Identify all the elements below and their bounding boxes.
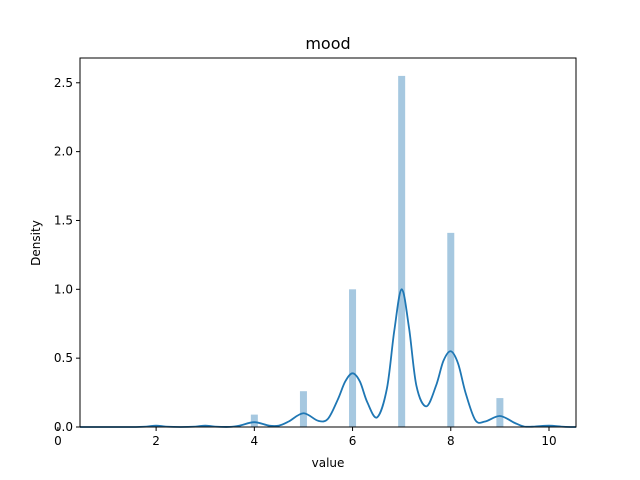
x-tick-label: 6 <box>349 434 357 448</box>
plot-frame <box>79 57 577 428</box>
histogram-bar <box>496 398 504 427</box>
chart-title: mood <box>305 34 350 53</box>
histogram-bar <box>250 414 258 427</box>
y-axis-label: Density <box>29 220 43 266</box>
x-tick-label: 0 <box>54 434 62 448</box>
y-tick-label: 1.5 <box>54 213 73 227</box>
histogram-bar <box>349 289 357 427</box>
y-tick-label: 0.0 <box>54 420 73 434</box>
x-tick-label: 10 <box>541 434 556 448</box>
x-axis-label: value <box>312 456 345 470</box>
histogram-bars <box>152 75 553 427</box>
x-tick-label: 2 <box>152 434 160 448</box>
histogram-bar <box>299 391 307 427</box>
y-tick-label: 2.0 <box>54 145 73 159</box>
y-tick-label: 2.5 <box>54 76 73 90</box>
x-axis-ticks: 0 2 4 6 8 10 <box>54 427 557 448</box>
x-tick-label: 8 <box>447 434 455 448</box>
histogram-bar <box>447 232 455 427</box>
kde-line <box>80 288 577 428</box>
histogram-bar <box>398 75 406 427</box>
x-tick-label: 4 <box>251 434 259 448</box>
y-tick-label: 0.5 <box>54 351 73 365</box>
y-tick-label: 1.0 <box>54 282 73 296</box>
y-axis-ticks: 0.0 0.5 1.0 1.5 2.0 2.5 <box>54 76 80 434</box>
